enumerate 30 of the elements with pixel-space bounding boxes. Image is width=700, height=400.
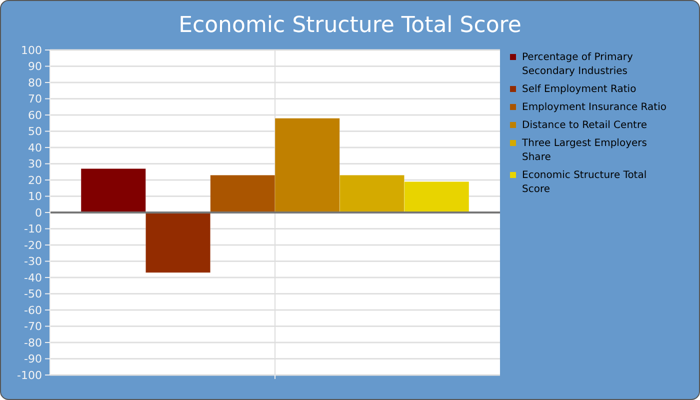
y-tick-label: -30 [24,255,42,268]
y-tick-label: -50 [24,288,42,301]
y-tick-label: 50 [28,125,42,138]
y-tick-label: 90 [28,60,42,74]
y-tick-label: 30 [28,158,42,171]
legend-label: Economic Structure Total Score [522,170,647,195]
y-tick-label: -40 [24,271,42,284]
y-tick-label: 0 [35,206,42,220]
y-tick-label: -60 [24,304,42,317]
y-tick-label: 100 [21,44,42,57]
y-tick-label: -10 [24,222,42,236]
y-tick-label: -90 [24,352,42,366]
legend-label: Distance to Retail Centre [522,120,647,131]
legend-label: Employment Insurance Ratio [522,102,666,113]
y-tick-label: -100 [17,368,42,382]
legend-label: Self Employment Ratio [522,84,636,95]
bar [145,212,211,273]
y-tick-label: -20 [24,238,42,252]
y-tick-label: 10 [28,190,42,204]
chart-title: Economic Structure Total Score [178,13,522,38]
y-tick-label: -70 [24,320,42,334]
y-tick-label: 60 [28,108,42,122]
y-tick-label: 70 [28,92,42,106]
y-tick-label: 20 [28,174,42,187]
bar [80,168,146,213]
y-tick-label: -80 [24,336,42,350]
legend-label: Percentage of Primary Secondary Industries [522,52,633,77]
y-tick-label: 40 [28,141,42,154]
y-tick-label: 80 [28,76,42,90]
legend-label: Three Largest Employers Share [521,138,647,163]
